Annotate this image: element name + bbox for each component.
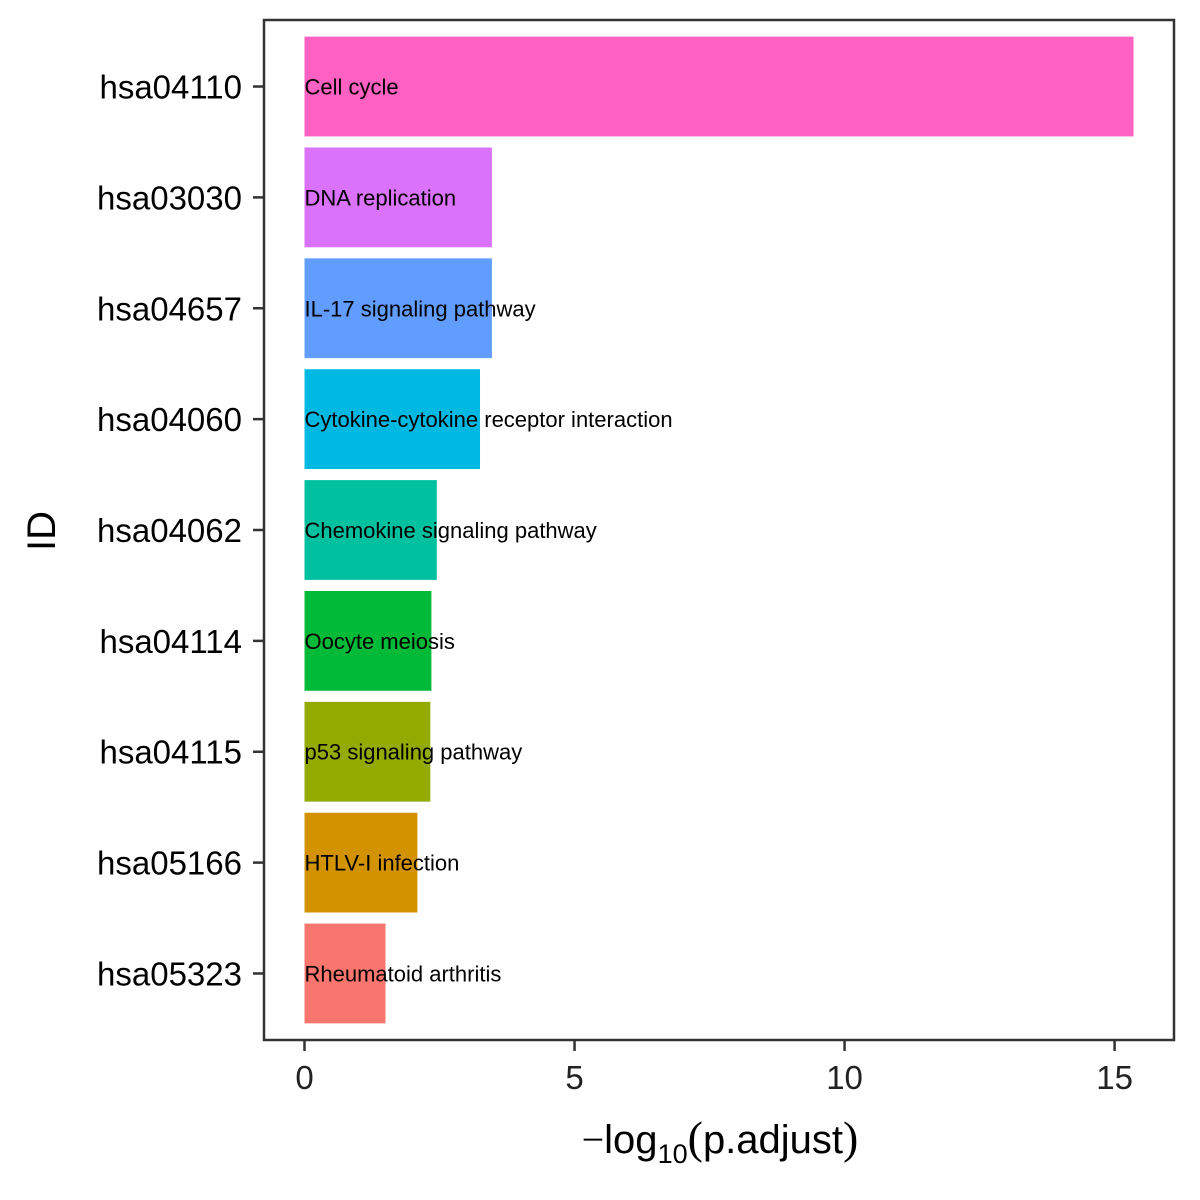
- x-axis-title-open-paren: (: [688, 1112, 703, 1163]
- y-tick-label: hsa04060: [97, 401, 242, 438]
- x-tick-label: 15: [1096, 1059, 1133, 1096]
- bar-label-hsa05323: Rheumatoid arthritis: [305, 961, 502, 986]
- y-tick-label: hsa05323: [97, 955, 242, 992]
- y-tick-label: hsa04115: [99, 734, 242, 771]
- y-tick-label: hsa04114: [99, 623, 242, 660]
- x-axis-title-arg: p.adjust: [703, 1118, 843, 1162]
- bar-label-hsa04060: Cytokine-cytokine receptor interaction: [305, 407, 673, 432]
- x-axis-title-func: log: [604, 1118, 657, 1162]
- bar-hsa04657: [304, 258, 492, 359]
- bar-hsa05323: [304, 923, 386, 1024]
- bar-labels-layer: Cell cycle DNA replication IL-17 signaling…: [305, 75, 673, 987]
- bar-label-hsa04657: IL-17 signaling pathway: [305, 296, 536, 321]
- bar-hsa04062: [304, 480, 437, 580]
- x-axis: 0 5 10 15: [295, 1040, 1133, 1096]
- bar-label-hsa04115: p53 signaling pathway: [305, 740, 523, 765]
- y-tick-label: hsa04062: [97, 512, 242, 549]
- bar-label-hsa05166: HTLV-I infection: [305, 851, 460, 876]
- x-tick-label: 0: [295, 1059, 313, 1096]
- y-tick-label: hsa03030: [97, 179, 242, 216]
- bar-hsa04114: [304, 590, 432, 691]
- bar-hsa04115: [304, 701, 431, 802]
- bar-hsa05166: [304, 812, 418, 913]
- x-axis-title-prefix: −: [582, 1117, 605, 1162]
- bar-label-hsa03030: DNA replication: [305, 185, 457, 210]
- x-axis-title-subscript: 10: [658, 1139, 688, 1169]
- y-tick-label: hsa04110: [99, 69, 242, 106]
- y-axis: hsa04110 hsa03030 hsa04657 hsa04060 hsa04062…: [97, 69, 264, 992]
- y-tick-label: hsa05166: [97, 845, 242, 882]
- y-axis-title: ID: [20, 511, 64, 551]
- bar-hsa03030: [304, 147, 492, 248]
- bars-layer: [304, 36, 1134, 1024]
- x-axis-title-close-paren: ): [843, 1112, 858, 1163]
- x-axis-title: −log10(p.adjust): [582, 1112, 859, 1169]
- y-tick-label: hsa04657: [97, 290, 242, 327]
- bar-hsa04110: [304, 36, 1134, 137]
- x-tick-label: 10: [826, 1059, 863, 1096]
- bar-label-hsa04114: Oocyte meiosis: [305, 629, 455, 654]
- x-tick-label: 5: [565, 1059, 583, 1096]
- bar-label-hsa04062: Chemokine signaling pathway: [305, 518, 597, 543]
- bar-label-hsa04110: Cell cycle: [305, 75, 399, 100]
- bar-hsa04060: [304, 369, 481, 470]
